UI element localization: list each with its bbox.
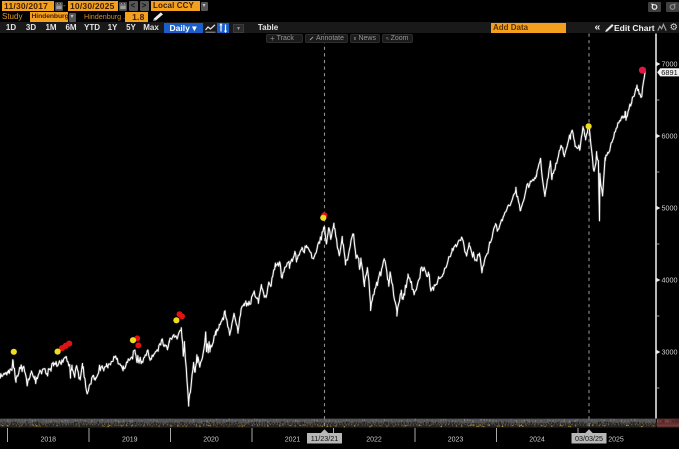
svg-text:6891: 6891: [661, 68, 677, 77]
svg-text:03/03/25: 03/03/25: [575, 434, 603, 443]
svg-text:4000: 4000: [662, 276, 678, 285]
svg-text:2023: 2023: [448, 437, 464, 444]
svg-text:2022: 2022: [366, 437, 382, 444]
svg-text:2019: 2019: [122, 437, 138, 444]
svg-text:2020: 2020: [203, 437, 219, 444]
svg-text:5000: 5000: [662, 204, 678, 213]
svg-text:2021: 2021: [285, 437, 301, 444]
svg-text:2018: 2018: [41, 437, 57, 444]
svg-text:2025: 2025: [608, 437, 624, 444]
svg-text:3000: 3000: [662, 348, 678, 357]
svg-text:2024: 2024: [529, 437, 545, 444]
svg-text:11/23/21: 11/23/21: [311, 434, 338, 443]
svg-text:7000: 7000: [662, 60, 678, 69]
svg-text:6000: 6000: [662, 132, 678, 141]
